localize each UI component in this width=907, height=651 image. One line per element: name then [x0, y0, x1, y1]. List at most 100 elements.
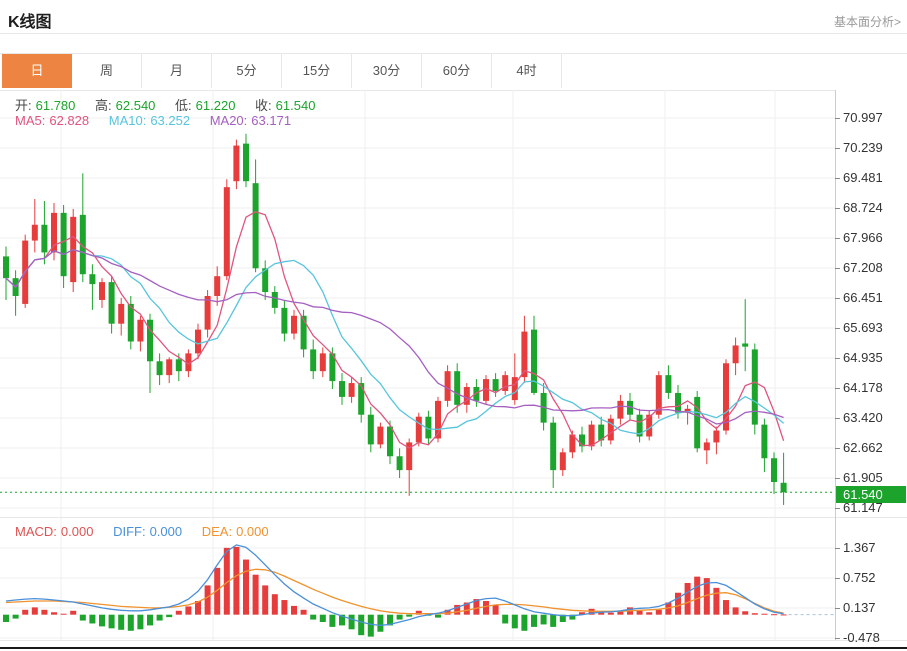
candle: [598, 424, 605, 441]
macd-axis-label: 0.137: [843, 600, 876, 615]
fundamental-analysis-link[interactable]: 基本面分析>: [833, 15, 901, 29]
candle: [300, 315, 307, 350]
axis-tick: [835, 208, 840, 209]
ma20-line: [5, 249, 784, 425]
page-title: K线图: [8, 14, 52, 31]
title-divider: [0, 33, 907, 34]
candle: [79, 214, 86, 275]
axis-tick: [835, 548, 840, 549]
price-chart[interactable]: [0, 90, 835, 517]
candle: [387, 426, 393, 457]
candle: [521, 331, 528, 378]
candle: [166, 359, 173, 376]
tab-月[interactable]: 月: [142, 54, 212, 88]
candle: [617, 400, 624, 419]
macd-bar: [607, 612, 614, 615]
tab-5分[interactable]: 5分: [212, 54, 282, 88]
macd-bar: [751, 613, 758, 615]
diff-line: [5, 544, 784, 627]
candle: [396, 456, 403, 471]
candle: [367, 414, 374, 445]
candle: [156, 361, 163, 376]
macd-bar: [147, 614, 153, 626]
candle: [31, 224, 38, 241]
macd-bar: [137, 614, 144, 630]
candle: [751, 349, 758, 425]
macd-chart[interactable]: [0, 518, 835, 640]
candle: [492, 379, 499, 391]
macd-bar: [377, 614, 384, 632]
tab-4时[interactable]: 4时: [492, 54, 562, 88]
macd-bar: [339, 614, 345, 626]
macd-bar: [319, 614, 326, 622]
macd-bar: [675, 592, 681, 615]
candle: [713, 430, 720, 443]
macd-bar: [348, 614, 355, 630]
macd-bar: [185, 606, 192, 615]
candle: [185, 353, 192, 372]
macd-bar: [444, 609, 451, 615]
price-axis-label: 65.693: [843, 320, 883, 335]
current-price-tag: 61.540: [836, 486, 906, 503]
price-axis-label: 64.178: [843, 380, 883, 395]
candle: [127, 303, 134, 342]
macd-bar: [291, 605, 297, 615]
price-axis-label: 61.147: [843, 500, 883, 515]
macd-bar: [22, 609, 29, 615]
candle: [377, 426, 384, 445]
macd-bar: [550, 614, 557, 627]
candle: [204, 295, 211, 330]
macd-bar: [12, 614, 19, 619]
close-label: 收:: [255, 98, 272, 113]
candle: [147, 319, 153, 362]
axis-tick: [835, 148, 840, 149]
open-value: 61.780: [35, 98, 76, 113]
ohlc-readout: 开: 61.780 高: 62.540 低: 61.220 收: 61.540: [15, 95, 319, 114]
candle: [89, 274, 96, 285]
widget-bottom-edge: [0, 647, 907, 649]
open-label: 开:: [15, 98, 32, 113]
axis-tick: [835, 608, 840, 609]
candle: [319, 353, 326, 372]
low-value: 61.220: [195, 98, 236, 113]
macd-bar: [415, 610, 422, 615]
ma5-value: 62.828: [49, 113, 90, 128]
macd-bar: [89, 614, 96, 624]
macd-bar: [367, 614, 374, 637]
ma5-label: MA5:: [15, 113, 46, 128]
price-axis-label: 70.997: [843, 110, 883, 125]
macd-bar: [396, 614, 403, 620]
price-axis-label: 62.662: [843, 440, 883, 455]
candle: [732, 345, 739, 364]
interval-tabs: 日周月 5分 15分 30分 60分 4时: [2, 54, 562, 88]
macd-bar: [262, 585, 269, 615]
macd-bar: [243, 559, 249, 615]
candle: [454, 371, 461, 405]
tab-日[interactable]: 日: [2, 54, 72, 88]
candle: [223, 187, 230, 277]
macd-bar: [732, 607, 739, 615]
candle: [588, 424, 595, 447]
candle: [281, 307, 288, 334]
candle: [348, 383, 355, 397]
tab-60分[interactable]: 60分: [422, 54, 492, 88]
tab-30分[interactable]: 30分: [352, 54, 422, 88]
axis-tick: [835, 298, 840, 299]
dea-label: DEA:: [201, 524, 233, 539]
tab-周[interactable]: 周: [72, 54, 142, 88]
macd-bar: [713, 587, 720, 615]
macd-bar: [108, 614, 115, 629]
high-label: 高:: [95, 98, 112, 113]
axis-tick: [835, 178, 840, 179]
macd-readout: MACD: 0.000 DIFF: 0.000 DEA: 0.000: [15, 524, 273, 539]
candle: [358, 383, 365, 415]
tab-15分[interactable]: 15分: [282, 54, 352, 88]
macd-bar: [281, 600, 288, 615]
price-axis-label: 64.935: [843, 350, 883, 365]
macd-axis-label: 0.752: [843, 570, 876, 585]
candle: [703, 442, 710, 451]
axis-tick: [835, 638, 840, 639]
ma10-value: 63.252: [150, 113, 191, 128]
candle: [579, 434, 585, 447]
